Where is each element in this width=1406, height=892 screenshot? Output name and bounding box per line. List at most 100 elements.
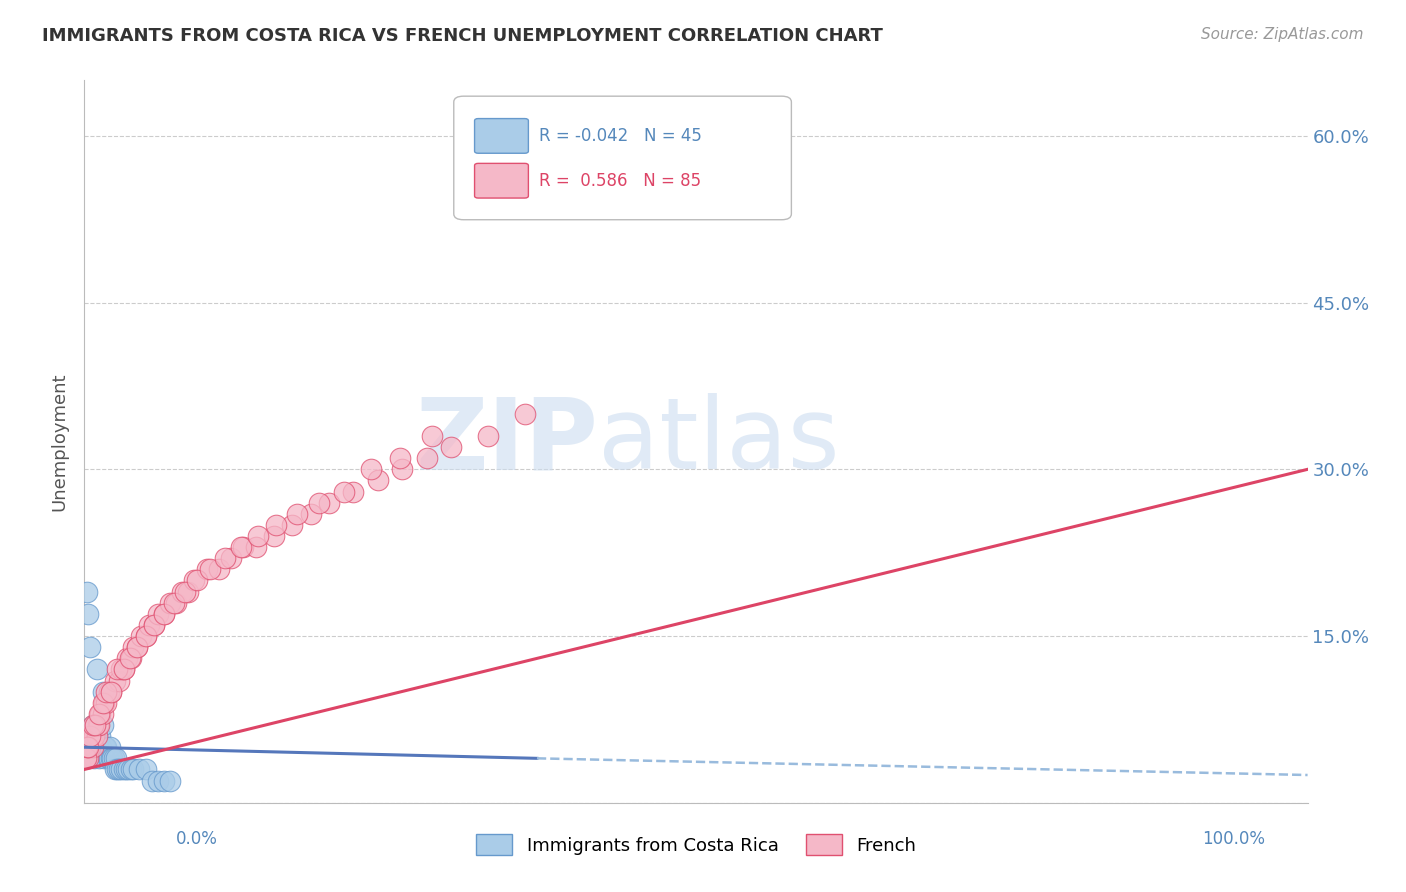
Point xyxy=(117,763,139,777)
Point xyxy=(77,751,100,765)
Point xyxy=(125,640,148,655)
Point xyxy=(87,706,110,721)
Point xyxy=(76,740,98,755)
Legend: Immigrants from Costa Rica, French: Immigrants from Costa Rica, French xyxy=(468,827,924,863)
Point xyxy=(128,763,150,777)
Point xyxy=(107,673,129,688)
Point xyxy=(86,662,108,676)
Point xyxy=(245,540,267,554)
Point xyxy=(89,729,111,743)
Point xyxy=(734,162,756,177)
Point xyxy=(173,584,195,599)
Point xyxy=(90,740,112,755)
Point xyxy=(332,484,354,499)
Point xyxy=(281,517,304,532)
Text: 0.0%: 0.0% xyxy=(176,830,218,847)
FancyBboxPatch shape xyxy=(454,96,792,219)
Point xyxy=(76,740,98,755)
Point xyxy=(172,584,194,599)
Point xyxy=(122,763,145,777)
Point xyxy=(79,729,101,743)
Point xyxy=(115,763,138,777)
Point xyxy=(141,773,163,788)
Point xyxy=(146,773,169,788)
Point xyxy=(79,729,101,743)
Text: R = -0.042   N = 45: R = -0.042 N = 45 xyxy=(540,127,702,145)
Point xyxy=(214,551,236,566)
Point xyxy=(87,740,110,755)
Point xyxy=(135,763,157,777)
Point xyxy=(200,562,222,576)
Point xyxy=(91,706,114,721)
Point xyxy=(143,618,166,632)
Point xyxy=(232,540,254,554)
Point xyxy=(477,429,499,443)
Text: atlas: atlas xyxy=(598,393,839,490)
Point xyxy=(112,763,135,777)
Point xyxy=(135,629,157,643)
Point xyxy=(138,618,160,632)
Point xyxy=(120,651,142,665)
FancyBboxPatch shape xyxy=(475,163,529,198)
Point xyxy=(229,540,252,554)
Point xyxy=(110,662,132,676)
Point xyxy=(77,607,100,621)
Point xyxy=(91,684,114,698)
Point xyxy=(153,607,176,621)
Point xyxy=(153,607,176,621)
Point xyxy=(77,740,100,755)
Point xyxy=(91,696,114,710)
Point xyxy=(87,718,110,732)
Point xyxy=(97,751,120,765)
Point xyxy=(77,740,100,755)
Point xyxy=(125,640,148,655)
Point xyxy=(77,740,100,755)
Point xyxy=(163,596,186,610)
Point xyxy=(104,763,127,777)
Text: ZIP: ZIP xyxy=(415,393,598,490)
Point xyxy=(97,751,120,765)
Point xyxy=(367,474,389,488)
Point xyxy=(360,462,382,476)
Point xyxy=(103,751,125,765)
Point xyxy=(159,773,181,788)
Point xyxy=(391,462,413,476)
Point xyxy=(165,596,187,610)
Point xyxy=(75,740,97,755)
Point xyxy=(96,696,118,710)
Point xyxy=(118,651,141,665)
Point xyxy=(308,496,330,510)
Point xyxy=(112,662,135,676)
Point xyxy=(105,751,128,765)
Point xyxy=(416,451,439,466)
Point xyxy=(513,407,536,421)
Point xyxy=(83,729,105,743)
Point xyxy=(266,517,288,532)
Point xyxy=(420,429,443,443)
Y-axis label: Unemployment: Unemployment xyxy=(51,372,69,511)
Point xyxy=(159,596,181,610)
Point xyxy=(84,718,107,732)
Point xyxy=(177,584,200,599)
Point xyxy=(89,706,111,721)
Point xyxy=(82,718,104,732)
Point xyxy=(135,629,157,643)
Point xyxy=(94,740,117,755)
Point xyxy=(186,574,208,588)
Point xyxy=(195,562,218,576)
Point xyxy=(86,729,108,743)
Point xyxy=(82,718,104,732)
Point xyxy=(75,751,97,765)
Point xyxy=(98,740,121,755)
Point xyxy=(100,684,122,698)
Point xyxy=(105,662,128,676)
Point xyxy=(285,507,308,521)
Point xyxy=(83,751,105,765)
FancyBboxPatch shape xyxy=(475,119,529,153)
Point xyxy=(318,496,340,510)
Point xyxy=(93,751,115,765)
Point xyxy=(101,751,124,765)
Point xyxy=(110,763,132,777)
Point xyxy=(96,740,118,755)
Text: 100.0%: 100.0% xyxy=(1202,830,1265,847)
